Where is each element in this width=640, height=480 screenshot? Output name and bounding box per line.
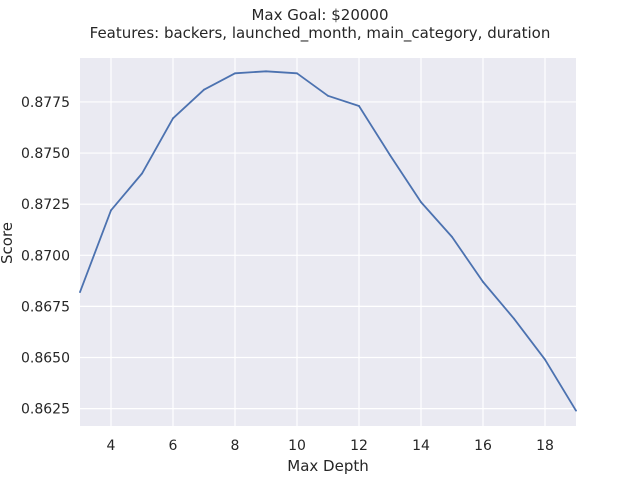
x-tick-label: 12 [350, 438, 368, 454]
y-tick-label: 0.8775 [21, 95, 70, 111]
chart-subtitle: Features: backers, launched_month, main_… [90, 24, 551, 43]
data-point [482, 280, 484, 283]
data-point [575, 409, 577, 412]
data-point [296, 72, 298, 75]
x-tick-label: 8 [231, 438, 240, 454]
x-tick-label: 10 [288, 438, 306, 454]
plot-area [80, 58, 576, 426]
data-point [327, 94, 329, 97]
series-group [79, 70, 577, 412]
y-tick-label: 0.8625 [21, 402, 70, 418]
data-point [513, 317, 515, 320]
data-point [451, 235, 453, 238]
x-axis-ticks: 4 6 8 10 12 14 16 18 [107, 438, 554, 454]
data-point [141, 172, 143, 175]
data-point [420, 201, 422, 204]
x-axis-label: Max Depth [287, 457, 368, 475]
x-tick-label: 18 [536, 438, 554, 454]
chart-title: Max Goal: $20000 [251, 6, 388, 24]
x-tick-label: 16 [474, 438, 492, 454]
data-point [110, 209, 112, 212]
data-point [203, 88, 205, 91]
y-tick-label: 0.8750 [21, 146, 70, 162]
data-point [544, 358, 546, 361]
y-tick-label: 0.8675 [21, 299, 70, 315]
data-point [172, 117, 174, 120]
data-point [358, 105, 360, 107]
data-point [79, 291, 81, 293]
x-tick-label: 4 [107, 438, 116, 454]
grid [80, 58, 576, 426]
x-tick-label: 6 [169, 438, 178, 454]
data-point [265, 70, 267, 73]
y-tick-label: 0.8700 [21, 248, 70, 264]
y-axis-ticks: 0.8625 0.8650 0.8675 0.8700 0.8725 0.8750 0.87… [21, 95, 70, 418]
data-point [389, 154, 391, 157]
y-tick-label: 0.8725 [21, 197, 70, 213]
x-tick-label: 14 [412, 438, 430, 454]
y-tick-label: 0.8650 [21, 351, 70, 367]
data-point [234, 72, 236, 75]
y-axis-label: Score [0, 222, 16, 264]
